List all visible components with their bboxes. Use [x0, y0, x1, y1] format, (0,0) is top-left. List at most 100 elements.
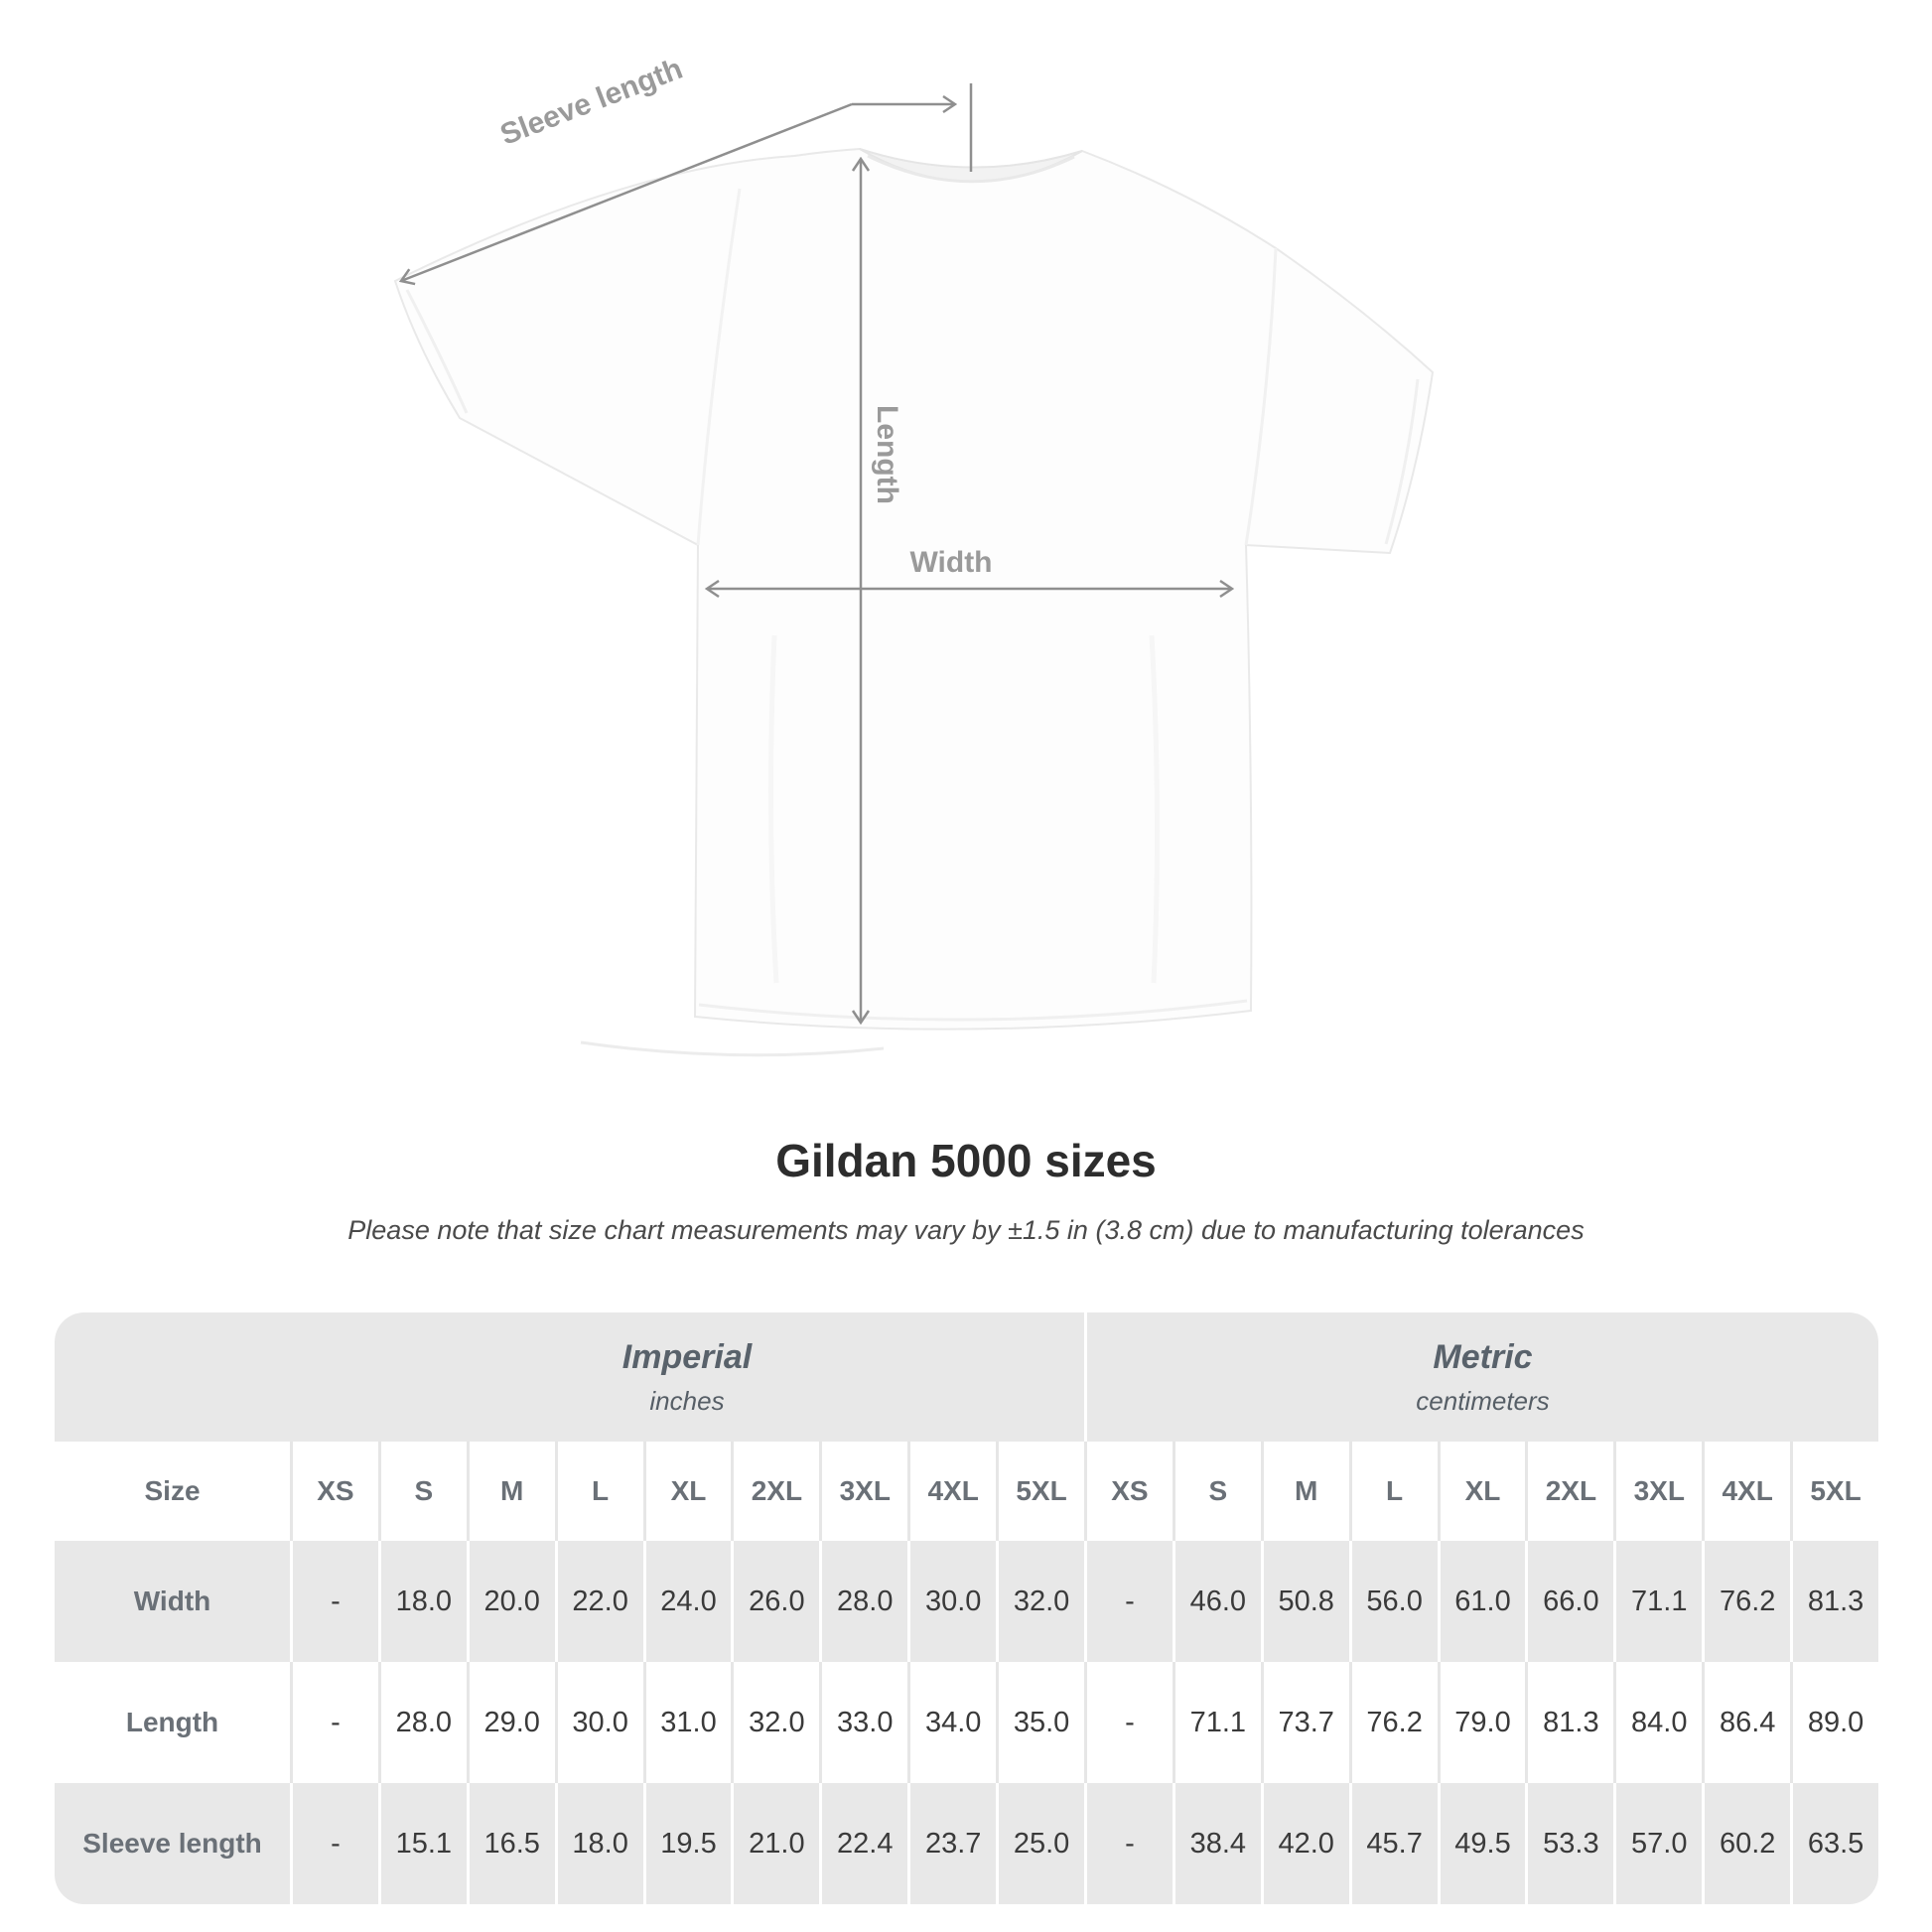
width-value: 20.0 — [466, 1541, 555, 1662]
length-value: 84.0 — [1613, 1662, 1703, 1783]
width-value: 24.0 — [642, 1541, 732, 1662]
wrinkle-left — [767, 634, 779, 984]
collar-ribbing — [867, 154, 1075, 184]
width-value: 76.2 — [1702, 1541, 1791, 1662]
sleeve-length-value: 25.0 — [996, 1783, 1084, 1904]
length-row-label: Length — [55, 1662, 290, 1783]
sleeve-length-value: 60.2 — [1702, 1783, 1791, 1904]
metric-unit: centimeters — [1416, 1385, 1550, 1416]
size-column-header: 5XL — [1790, 1442, 1878, 1541]
size-column-header: 4XL — [907, 1442, 997, 1541]
metric-name: Metric — [1433, 1337, 1533, 1376]
width-value: 50.8 — [1260, 1541, 1349, 1662]
size-column-header: L — [554, 1442, 643, 1541]
sleeve-length-value: 18.0 — [554, 1783, 643, 1904]
sleeve-length-value: 42.0 — [1260, 1783, 1349, 1904]
length-value: 31.0 — [642, 1662, 732, 1783]
length-value: 33.0 — [819, 1662, 908, 1783]
size-column-header: 5XL — [996, 1442, 1084, 1541]
bottom-hem-stitch — [698, 999, 1248, 1022]
length-value: 79.0 — [1437, 1662, 1526, 1783]
length-value: 86.4 — [1702, 1662, 1791, 1783]
width-value: 46.0 — [1172, 1541, 1261, 1662]
right-sleeve-seam — [1244, 247, 1278, 546]
size-column-header: S — [1172, 1442, 1261, 1541]
length-value: 35.0 — [996, 1662, 1084, 1783]
size-column-header: XL — [1437, 1442, 1526, 1541]
sleeve-length-value: 57.0 — [1613, 1783, 1703, 1904]
sleeve-length-value: 21.0 — [731, 1783, 820, 1904]
sleeve-length-arrow — [401, 102, 853, 281]
sleeve-length-value: 63.5 — [1790, 1783, 1878, 1904]
tshirt-illustration — [393, 83, 1435, 1057]
size-column-header: M — [466, 1442, 555, 1541]
width-value: 32.0 — [996, 1541, 1084, 1662]
width-label: Width — [909, 546, 993, 579]
sleeve-length-value: 38.4 — [1172, 1783, 1261, 1904]
sleeve-length-value: 16.5 — [466, 1783, 555, 1904]
length-value: 71.1 — [1172, 1662, 1261, 1783]
length-value: 34.0 — [907, 1662, 997, 1783]
width-value: 18.0 — [377, 1541, 467, 1662]
width-value: - — [1083, 1541, 1173, 1662]
sleeve-length-value: 23.7 — [907, 1783, 997, 1904]
size-column-header: 3XL — [1613, 1442, 1703, 1541]
sleeve-length-value: - — [290, 1783, 378, 1904]
width-value: - — [290, 1541, 378, 1662]
sleeve-length-value: 19.5 — [642, 1783, 732, 1904]
width-value: 66.0 — [1525, 1541, 1614, 1662]
size-column-header: S — [377, 1442, 467, 1541]
width-value: 22.0 — [554, 1541, 643, 1662]
sleeve-length-value: 53.3 — [1525, 1783, 1614, 1904]
width-value: 26.0 — [731, 1541, 820, 1662]
length-label: Length — [871, 405, 903, 504]
imperial-name: Imperial — [621, 1337, 753, 1376]
size-column-header: L — [1348, 1442, 1438, 1541]
size-column-header: 2XL — [1525, 1442, 1614, 1541]
size-column-header: 3XL — [819, 1442, 908, 1541]
size-column-header: 4XL — [1702, 1442, 1791, 1541]
length-value: 76.2 — [1348, 1662, 1438, 1783]
sleeve-length-value: 49.5 — [1437, 1783, 1526, 1904]
metric-header: Metric centimeters — [1083, 1312, 1878, 1442]
length-value: 28.0 — [377, 1662, 467, 1783]
left-sleeve-hem — [405, 289, 469, 414]
sleeve-length-value: 45.7 — [1348, 1783, 1438, 1904]
sleeve-length-value: 22.4 — [819, 1783, 908, 1904]
width-value: 28.0 — [819, 1541, 908, 1662]
width-value: 81.3 — [1790, 1541, 1878, 1662]
size-column-header: 2XL — [731, 1442, 820, 1541]
table-corner-cell — [55, 1312, 290, 1442]
length-value: 81.3 — [1525, 1662, 1614, 1783]
width-value: 61.0 — [1437, 1541, 1526, 1662]
length-value: 32.0 — [731, 1662, 820, 1783]
width-row-label: Width — [55, 1541, 290, 1662]
length-value: 89.0 — [1790, 1662, 1878, 1783]
tolerance-note: Please note that size chart measurements… — [347, 1215, 1585, 1245]
sleeve-length-value: - — [1083, 1783, 1173, 1904]
wrinkle-right — [1149, 634, 1161, 984]
size-column-header: XL — [642, 1442, 732, 1541]
length-value: 73.7 — [1260, 1662, 1349, 1783]
length-value: 30.0 — [554, 1662, 643, 1783]
right-sleeve-hem — [1384, 378, 1420, 545]
hem-shadow — [580, 1040, 885, 1057]
sleeve-length-value: 15.1 — [377, 1783, 467, 1904]
size-table: Imperial inches Metric centimeters Size … — [55, 1312, 1878, 1904]
size-column-header: XS — [290, 1442, 378, 1541]
length-value: 29.0 — [466, 1662, 555, 1783]
length-value: - — [1083, 1662, 1173, 1783]
sleeve-length-row-label: Sleeve length — [55, 1783, 290, 1904]
imperial-header: Imperial inches — [290, 1312, 1084, 1442]
left-sleeve-seam — [696, 188, 742, 546]
imperial-unit: inches — [649, 1385, 725, 1416]
width-value: 30.0 — [907, 1541, 997, 1662]
width-value: 56.0 — [1348, 1541, 1438, 1662]
width-value: 71.1 — [1613, 1541, 1703, 1662]
length-value: - — [290, 1662, 378, 1783]
size-column-header: M — [1260, 1442, 1349, 1541]
size-column-header: XS — [1083, 1442, 1173, 1541]
size-header-cell: Size — [55, 1442, 290, 1541]
page-title: Gildan 5000 sizes — [775, 1135, 1157, 1186]
